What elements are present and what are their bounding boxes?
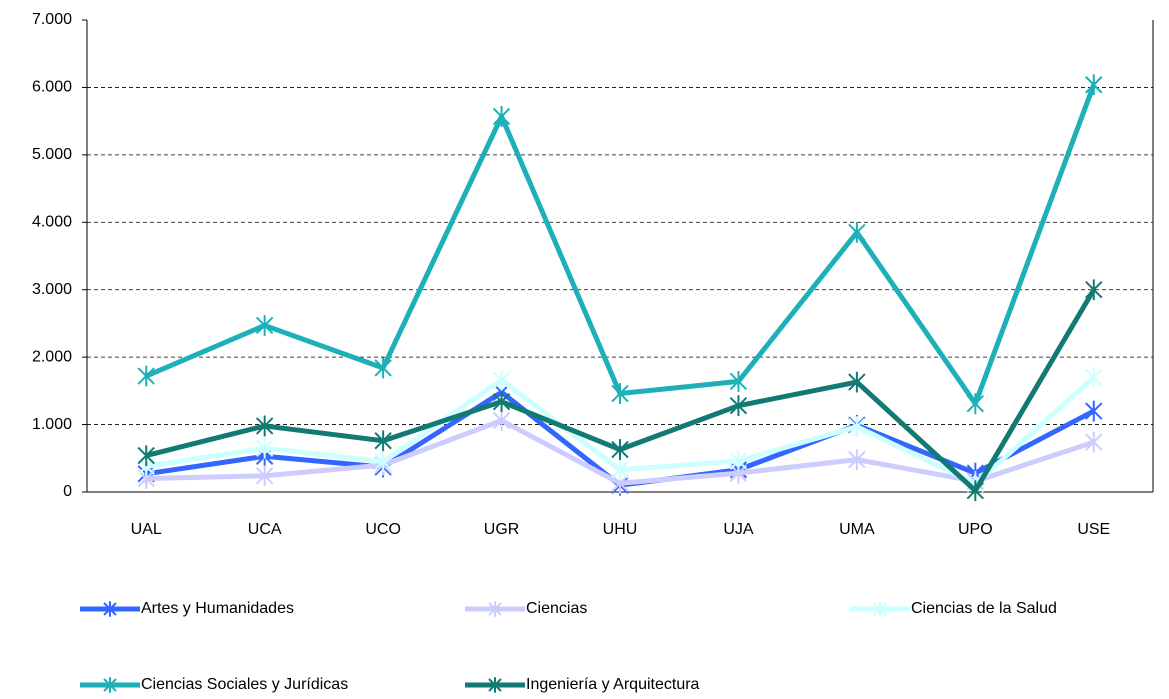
legend-marker (103, 601, 117, 617)
legend-marker (488, 677, 502, 693)
data-point (492, 369, 511, 391)
series-line (145, 83, 1097, 407)
x-tick-label: UAL (131, 521, 162, 538)
x-tick-label: UJA (723, 521, 754, 538)
data-point (729, 395, 748, 417)
legend-marker (873, 601, 887, 617)
y-tick-label: 3.000 (32, 281, 72, 298)
y-tick-label: 7.000 (32, 11, 72, 28)
data-point (1085, 400, 1103, 422)
data-point (255, 315, 274, 336)
x-tick-label: UGR (484, 521, 520, 538)
data-point (848, 371, 866, 393)
y-tick-label: 2.000 (32, 348, 72, 365)
data-point (137, 365, 155, 387)
legend-label: Ingeniería y Arquitectura (526, 676, 700, 693)
x-tick-label: UMA (839, 521, 875, 538)
legend-label: Artes y Humanidades (141, 600, 294, 617)
data-point (848, 449, 866, 471)
data-point (848, 222, 866, 243)
y-tick-label: 1.000 (32, 416, 72, 433)
data-point (492, 391, 511, 413)
x-tick-label: UCO (365, 521, 401, 538)
legend-label: Ciencias de la Salud (911, 600, 1057, 617)
data-point (1085, 74, 1103, 96)
data-point (1085, 366, 1103, 388)
y-tick-label: 6.000 (32, 79, 72, 96)
y-tick-label: 4.000 (32, 214, 72, 231)
data-point (966, 480, 985, 502)
data-point (137, 445, 155, 466)
y-tick-label: 0 (63, 483, 72, 500)
x-tick-label: USE (1077, 521, 1110, 538)
data-point (611, 383, 629, 404)
data-point (492, 410, 511, 431)
data-point (729, 371, 748, 392)
x-tick-label: UPO (958, 521, 993, 538)
data-point (611, 459, 629, 481)
data-point (255, 465, 274, 487)
legend-label: Ciencias (526, 600, 587, 617)
data-point (374, 430, 392, 452)
data-point (1085, 279, 1103, 301)
data-point (374, 357, 392, 379)
legend-marker (488, 601, 502, 617)
data-point (255, 437, 274, 459)
data-point (1085, 431, 1103, 453)
legend-label: Ciencias Sociales y Jurídicas (141, 676, 348, 693)
data-point (729, 450, 748, 472)
data-point (492, 106, 511, 127)
data-point (374, 451, 392, 473)
data-point (611, 439, 629, 460)
x-tick-label: UCA (248, 521, 282, 538)
legend-marker (103, 677, 117, 693)
x-tick-label: UHU (603, 521, 638, 538)
data-point (848, 416, 866, 437)
y-tick-label: 5.000 (32, 146, 72, 163)
data-point (255, 415, 274, 437)
data-point (966, 393, 985, 415)
